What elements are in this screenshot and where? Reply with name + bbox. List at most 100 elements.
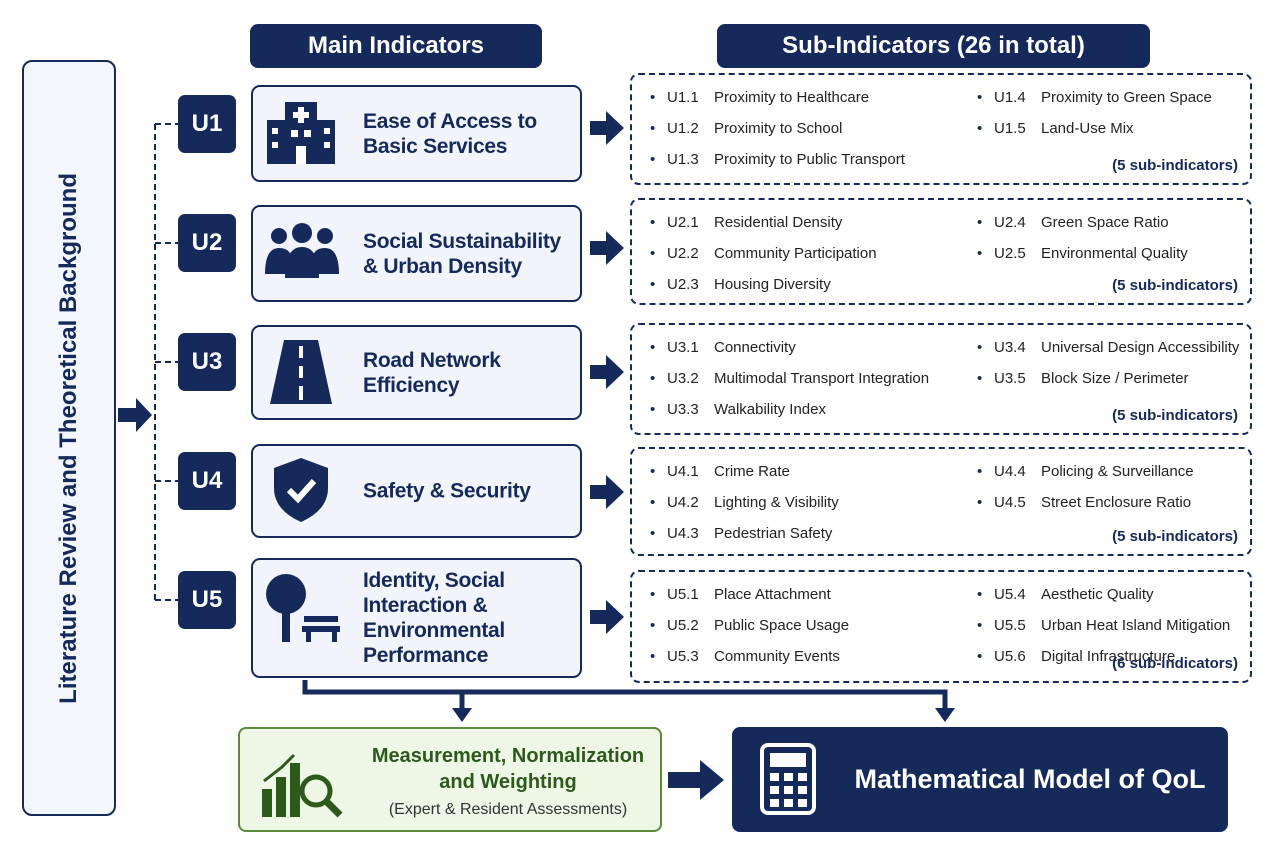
indicator-title: Road Network Efficiency bbox=[363, 348, 501, 398]
sub-indicator: U4.2 Lighting & Visibility bbox=[650, 494, 839, 511]
indicator-code: U5 bbox=[178, 571, 236, 629]
sub-indicator: U1.4 Proximity to Green Space bbox=[977, 89, 1212, 106]
sub-indicator-code: U5.6 bbox=[994, 648, 1026, 665]
sub-indicator-code: U1.3 bbox=[667, 151, 699, 168]
sub-indicator-code: U5.2 bbox=[667, 617, 699, 634]
hospital-icon bbox=[267, 102, 335, 164]
sub-indicator-label: Urban Heat Island Mitigation bbox=[1041, 617, 1231, 634]
sub-indicator-label: Lighting & Visibility bbox=[714, 494, 839, 511]
title-line: and Weighting bbox=[439, 771, 577, 793]
sub-indicator-label: Block Size / Perimeter bbox=[1041, 370, 1189, 387]
measurement-subtitle: (Expert & Resident Assessments) bbox=[388, 801, 628, 818]
title-line: & Urban Density bbox=[363, 254, 522, 278]
sub-indicator-code: U3.5 bbox=[994, 370, 1026, 387]
title-line: Ease of Access to bbox=[363, 109, 537, 133]
indicator-title: Safety & Security bbox=[363, 479, 531, 504]
sub-indicator: U2.3 Housing Diversity bbox=[650, 276, 831, 293]
sub-indicator-label: Proximity to Healthcare bbox=[714, 89, 870, 106]
indicator-box: Safety & Security bbox=[251, 444, 582, 538]
sub-indicator: U5.2 Public Space Usage bbox=[650, 617, 850, 634]
sub-indicator-code: U3.1 bbox=[667, 339, 699, 356]
sub-indicator-code: U3.4 bbox=[994, 339, 1026, 356]
title-line: Interaction & bbox=[363, 594, 488, 617]
sub-indicator-count: (5 sub-indicators) bbox=[1112, 528, 1238, 545]
model-title: Mathematical Model of QoL bbox=[854, 764, 1206, 794]
sub-indicator-code: U2.5 bbox=[994, 245, 1026, 262]
sub-indicator: U4.3 Pedestrian Safety bbox=[650, 525, 833, 542]
park-icon bbox=[266, 574, 340, 642]
sub-indicator-label: Street Enclosure Ratio bbox=[1041, 494, 1192, 511]
sub-indicator: U1.2 Proximity to School bbox=[650, 120, 843, 137]
sub-indicator-label: Proximity to Public Transport bbox=[714, 151, 905, 168]
title-line: Road Network bbox=[363, 348, 501, 372]
model-box: Mathematical Model of QoL bbox=[732, 727, 1228, 832]
calculator-icon bbox=[760, 743, 816, 815]
title-line: Safety & Security bbox=[363, 479, 531, 503]
sub-indicator-label: Walkability Index bbox=[714, 401, 826, 418]
sub-indicator: U5.4 Aesthetic Quality bbox=[977, 586, 1154, 603]
indicator-code: U2 bbox=[178, 214, 236, 272]
indicator-code: U4 bbox=[178, 452, 236, 510]
sub-indicator-code: U4.5 bbox=[994, 494, 1026, 511]
sub-indicator-label: Pedestrian Safety bbox=[714, 525, 833, 542]
title-line: Efficiency bbox=[363, 373, 460, 397]
sub-indicator-code: U5.3 bbox=[667, 648, 699, 665]
sub-indicator-code: U3.2 bbox=[667, 370, 699, 387]
sub-indicator-label: Environmental Quality bbox=[1041, 245, 1188, 262]
indicator-box: Identity, Social Interaction & Environment… bbox=[251, 558, 582, 678]
sub-indicator-count: (5 sub-indicators) bbox=[1112, 157, 1238, 174]
sub-indicator: U3.5 Block Size / Perimeter bbox=[977, 370, 1189, 387]
sub-indicator: U4.4 Policing & Surveillance bbox=[977, 463, 1194, 480]
measurement-title: Measurement, Normalization and Weighting bbox=[358, 743, 658, 795]
sub-indicator: U2.5 Environmental Quality bbox=[977, 245, 1188, 262]
sub-indicator: U4.1 Crime Rate bbox=[650, 463, 790, 480]
sub-indicator: U3.3 Walkability Index bbox=[650, 401, 826, 418]
sub-indicator-label: Residential Density bbox=[714, 214, 843, 231]
sub-indicator-label: Crime Rate bbox=[714, 463, 790, 480]
chart-search-icon bbox=[262, 753, 343, 818]
sub-indicator-label: Green Space Ratio bbox=[1041, 214, 1169, 231]
sub-indicator: U3.2 Multimodal Transport Integration bbox=[650, 370, 929, 387]
sub-indicator-box: U1.1 Proximity to Healthcare U1.2 Proximity… bbox=[630, 73, 1252, 185]
main-header: Main Indicators bbox=[250, 24, 542, 68]
sub-indicator-code: U4.1 bbox=[667, 463, 699, 480]
sub-indicator-code: U4.2 bbox=[667, 494, 699, 511]
sub-indicator-code: U1.5 bbox=[994, 120, 1026, 137]
sub-indicator-label: Policing & Surveillance bbox=[1041, 463, 1194, 480]
sub-indicator-label: Place Attachment bbox=[714, 586, 831, 603]
sub-indicator-label: Connectivity bbox=[714, 339, 796, 356]
sub-indicator: U2.4 Green Space Ratio bbox=[977, 214, 1169, 231]
sub-indicator: U5.1 Place Attachment bbox=[650, 586, 831, 603]
sub-indicator: U4.5 Street Enclosure Ratio bbox=[977, 494, 1192, 511]
sub-indicator-label: Proximity to School bbox=[714, 120, 843, 137]
sub-indicator-label: Public Space Usage bbox=[714, 617, 850, 634]
sub-indicator-code: U4.4 bbox=[994, 463, 1026, 480]
indicator-title: Social Sustainability & Urban Density bbox=[363, 229, 561, 279]
sub-indicator: U2.1 Residential Density bbox=[650, 214, 843, 231]
road-icon bbox=[270, 340, 332, 404]
title-line: Performance bbox=[363, 644, 489, 667]
sub-indicator-box: U2.1 Residential Density U2.2 Community Par… bbox=[630, 198, 1252, 305]
sub-indicator-code: U2.4 bbox=[994, 214, 1026, 231]
title-line: Identity, Social bbox=[363, 569, 505, 592]
sub-indicator-code: U1.4 bbox=[994, 89, 1026, 106]
sub-indicator-label: Aesthetic Quality bbox=[1041, 586, 1154, 603]
title-line: Environmental bbox=[363, 619, 505, 642]
sub-indicator: U5.6 Digital Infrastructure bbox=[977, 648, 1175, 665]
sub-indicator-code: U4.3 bbox=[667, 525, 699, 542]
indicator-code: U3 bbox=[178, 333, 236, 391]
sub-indicator-label: Universal Design Accessibility bbox=[1041, 339, 1240, 356]
sub-indicator-label: Land-Use Mix bbox=[1041, 120, 1134, 137]
people-icon bbox=[265, 223, 339, 278]
sub-indicator-code: U5.4 bbox=[994, 586, 1026, 603]
shield-icon bbox=[274, 458, 328, 522]
sub-indicator: U3.1 Connectivity bbox=[650, 339, 796, 356]
sub-indicator-box: U5.1 Place Attachment U5.2 Public Space Usa… bbox=[630, 570, 1252, 683]
title-line: Basic Services bbox=[363, 134, 508, 158]
sub-indicator-label: Community Participation bbox=[714, 245, 877, 262]
indicator-code: U1 bbox=[178, 95, 236, 153]
sub-indicator-box: U3.1 Connectivity U3.2 Multimodal Transport… bbox=[630, 323, 1252, 435]
sub-indicator: U1.5 Land-Use Mix bbox=[977, 120, 1134, 137]
